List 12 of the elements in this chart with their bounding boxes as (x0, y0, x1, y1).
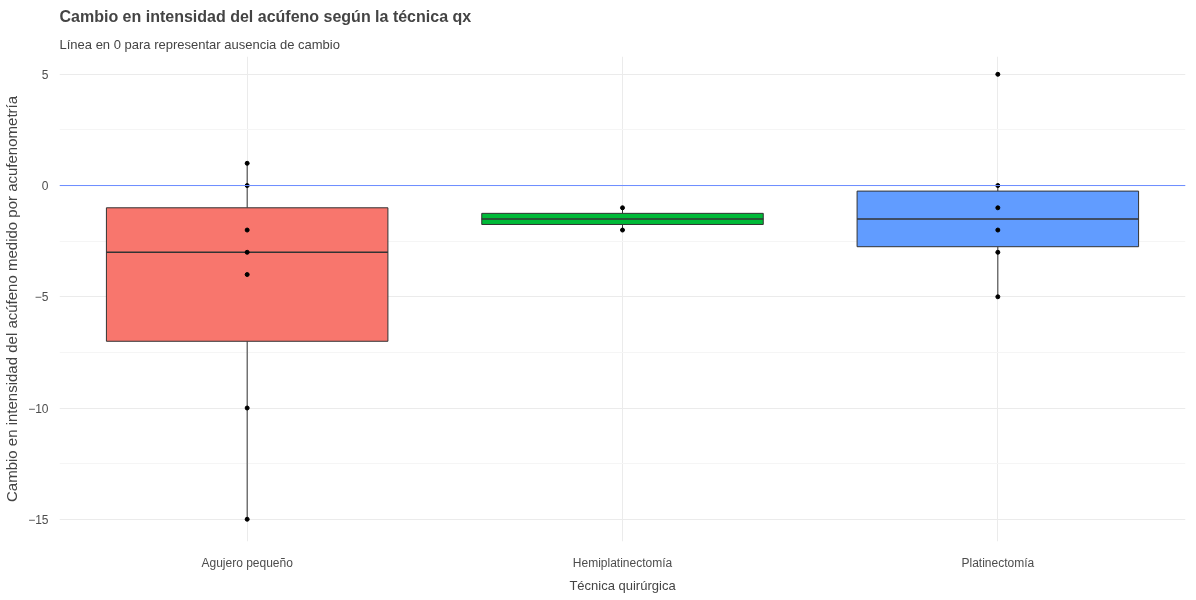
y-tick-label: 5 (41, 67, 49, 82)
x-tick-label: Platinectomía (961, 555, 1035, 570)
y-axis-title: Cambio en intensidad del acúfeno medido por acufenometría (3, 95, 21, 503)
y-tick-label: −15 (28, 512, 49, 527)
x-tick-label: Hemiplatinectomía (572, 555, 673, 570)
chart-subtitle: Línea en 0 para representar ausencia de cambio (59, 36, 340, 52)
chart-title: Cambio en intensidad del acúfeno según la técnica qx (59, 7, 472, 25)
y-tick-label: 0 (41, 179, 49, 194)
y-tick-label: −10 (28, 401, 49, 416)
x-axis-title: Técnica quirúrgica (569, 577, 677, 593)
y-tick-label: −5 (34, 290, 49, 305)
x-tick-label: Agujero pequeño (201, 555, 294, 570)
